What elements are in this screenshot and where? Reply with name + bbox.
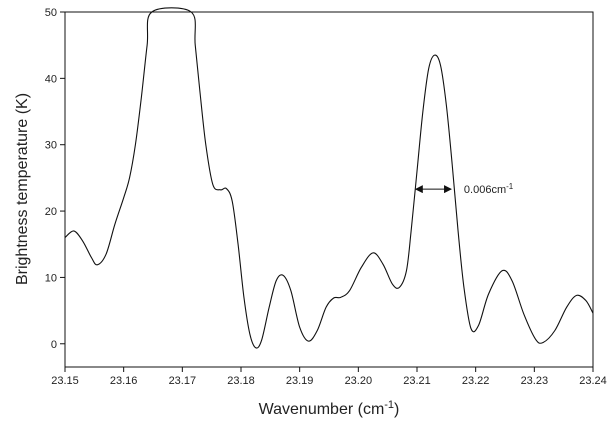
x-tick-label-6: 23.21 (403, 375, 431, 387)
x-tick-label-7: 23.22 (462, 375, 490, 387)
axis-ticks: 23.15 23.16 23.17 23.18 23.19 23.20 23.21 23.22… (45, 7, 607, 387)
y-tick-label-2: 20 (45, 206, 57, 218)
x-tick-label-1: 23.16 (110, 375, 138, 387)
annotation-group: 0.006cm-1 (414, 182, 514, 197)
x-tick-label-8: 23.23 (521, 375, 549, 387)
y-axis-title: Brightness temperature (K) (14, 93, 31, 285)
y-tick-label-1: 10 (45, 272, 57, 284)
x-tick-label-9: 23.24 (579, 375, 607, 387)
series-group (64, 7, 594, 349)
x-axis-title: Wavenumber (cm-1) (259, 399, 400, 418)
x-tick-label-0: 23.15 (51, 375, 79, 387)
x-tick-label-4: 23.19 (286, 375, 314, 387)
y-tick-label-5: 50 (45, 7, 57, 19)
y-tick-label-4: 40 (45, 73, 57, 85)
x-tick-label-5: 23.20 (345, 375, 373, 387)
width-annotation-0: 0.006cm-1 (464, 182, 514, 197)
plot-frame (64, 11, 594, 368)
x-tick-label-3: 23.18 (227, 375, 255, 387)
x-tick-label-2: 23.17 (169, 375, 197, 387)
y-tick-label-3: 30 (45, 140, 57, 152)
series-line-0 (64, 7, 594, 349)
y-tick-label-0: 0 (51, 339, 57, 351)
